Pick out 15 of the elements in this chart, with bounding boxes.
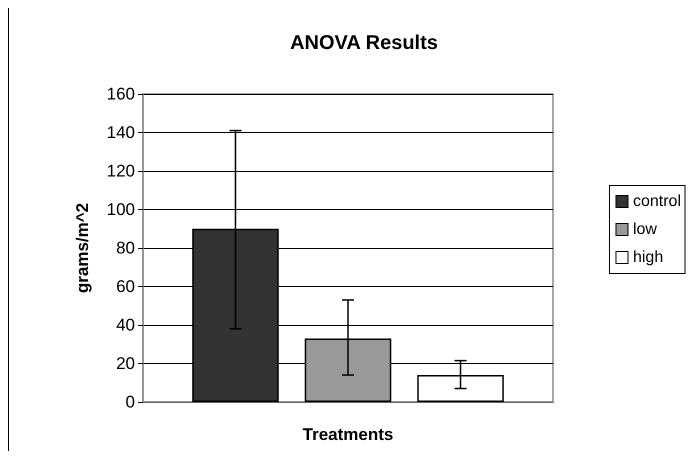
y-tick-label: 120 [106, 162, 135, 180]
y-tick-label: 100 [106, 200, 135, 219]
y-tick-label: 140 [106, 123, 135, 142]
x-axis-title: Treatments [302, 425, 394, 444]
chart-title: ANOVA Results [290, 32, 438, 54]
legend-label: control [632, 193, 682, 210]
y-tick-label: 60 [116, 277, 135, 296]
y-tick-label: 160 [106, 84, 135, 104]
legend-label: low [632, 221, 658, 238]
y-tick-label: 40 [116, 316, 135, 334]
y-tick-label: 80 [116, 238, 135, 258]
legend-label: high [632, 249, 664, 266]
y-axis-title: grams/m^2 [73, 202, 92, 294]
y-tick-label: 0 [126, 392, 135, 412]
y-tick-label: 20 [116, 354, 135, 373]
